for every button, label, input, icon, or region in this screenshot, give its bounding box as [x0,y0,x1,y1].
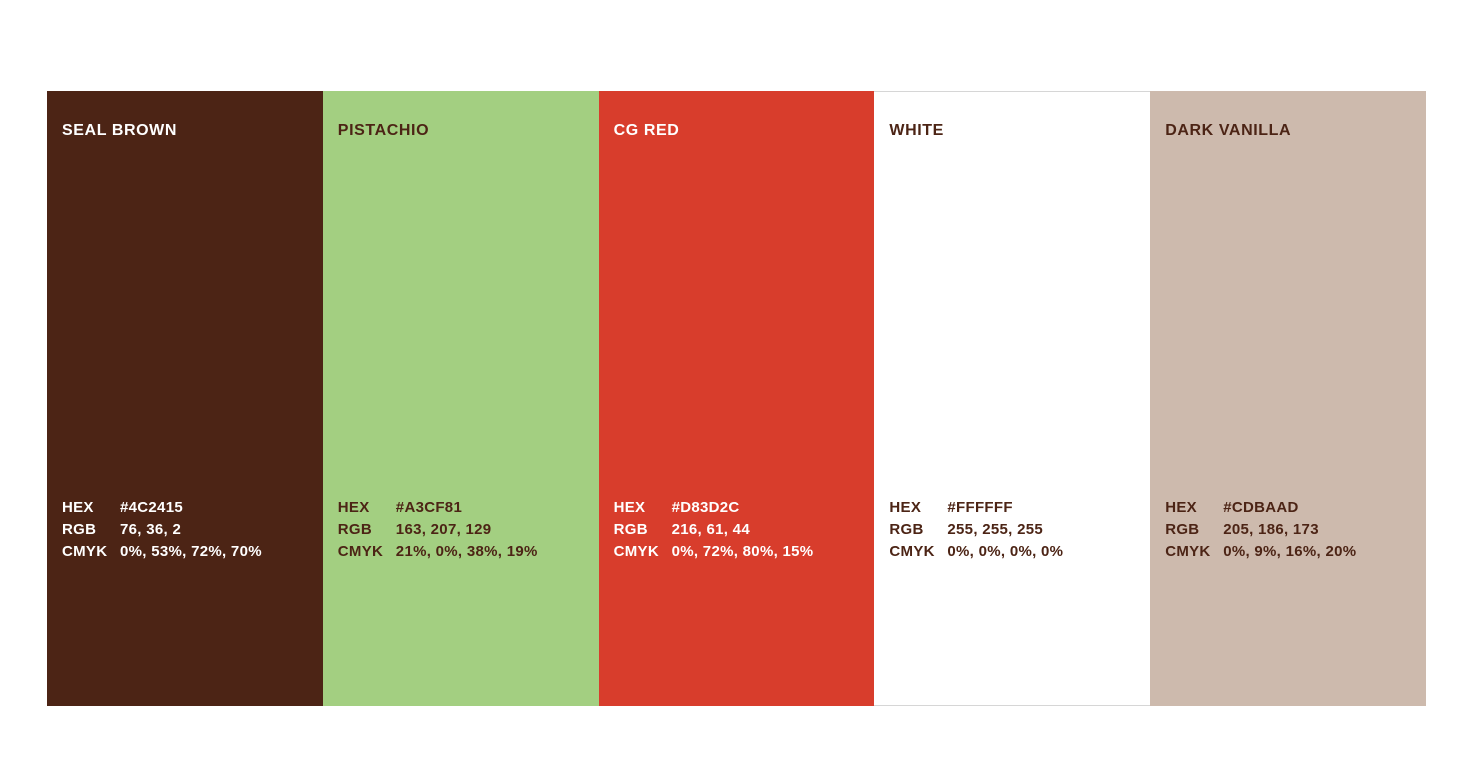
cmyk-value: 0%, 53%, 72%, 70% [120,543,262,560]
swatch-values: HEX #4C2415 RGB 76, 36, 2 CMYK 0%, 53%, … [62,497,317,563]
cmyk-label: CMYK [613,543,659,560]
swatch-dark-vanilla: DARK VANILLA HEX #CDBAAD RGB 205, 186, 1… [1150,91,1426,706]
rgb-label: RGB [1165,521,1200,538]
hex-label: HEX [889,499,922,516]
swatch-pistachio: PISTACHIO HEX #A3CF81 RGB 163, 207, 129 … [322,91,599,706]
hex-value: #FFFFFF [947,499,1013,516]
cmyk-value: 21%, 0%, 38%, 19% [395,543,538,560]
cmyk-row: CMYK 0%, 53%, 72%, 70% [62,541,317,563]
rgb-value: 163, 207, 129 [395,521,492,538]
cmyk-value: 0%, 9%, 16%, 20% [1223,543,1357,560]
hex-label: HEX [62,499,94,516]
hex-label: HEX [337,499,370,516]
rgb-row: RGB 163, 207, 129 [338,519,593,541]
hex-value: #CDBAAD [1223,499,1299,516]
rgb-value: 255, 255, 255 [947,521,1044,538]
swatch-values: HEX #FFFFFF RGB 255, 255, 255 CMYK 0%, 0… [889,497,1144,563]
rgb-row: RGB 205, 186, 173 [1165,519,1420,541]
rgb-value: 76, 36, 2 [120,521,182,538]
rgb-row: RGB 76, 36, 2 [62,519,317,541]
swatch-values: HEX #CDBAAD RGB 205, 186, 173 CMYK 0%, 9… [1165,497,1420,563]
swatch-name: PISTACHIO [337,122,430,139]
rgb-row: RGB 216, 61, 44 [614,519,869,541]
swatch-name: WHITE [889,122,944,139]
swatch-name: DARK VANILLA [1165,122,1292,139]
rgb-value: 216, 61, 44 [671,521,750,538]
cmyk-row: CMYK 0%, 9%, 16%, 20% [1165,541,1420,563]
hex-row: HEX #D83D2C [614,497,869,519]
hex-value: #D83D2C [671,499,740,516]
rgb-label: RGB [337,521,373,538]
hex-row: HEX #FFFFFF [889,497,1144,519]
swatch-cg-red: CG RED HEX #D83D2C RGB 216, 61, 44 CMYK … [598,91,875,706]
hex-row: HEX #CDBAAD [1165,497,1420,519]
cmyk-row: CMYK 21%, 0%, 38%, 19% [338,541,593,563]
swatch-seal-brown: SEAL BROWN HEX #4C2415 RGB 76, 36, 2 CMY… [47,91,323,706]
hex-value: #A3CF81 [395,499,463,516]
swatch-name: CG RED [613,122,680,139]
color-palette: SEAL BROWN HEX #4C2415 RGB 76, 36, 2 CMY… [47,91,1426,706]
cmyk-label: CMYK [337,543,384,560]
cmyk-label: CMYK [1165,543,1211,560]
cmyk-label: CMYK [889,543,935,560]
rgb-value: 205, 186, 173 [1223,521,1319,538]
rgb-label: RGB [62,521,97,538]
swatch-values: HEX #A3CF81 RGB 163, 207, 129 CMYK 21%, … [338,497,593,563]
cmyk-value: 0%, 72%, 80%, 15% [671,543,814,560]
cmyk-label: CMYK [62,543,108,560]
rgb-label: RGB [613,521,648,538]
hex-label: HEX [1165,499,1197,516]
cmyk-row: CMYK 0%, 72%, 80%, 15% [614,541,869,563]
cmyk-row: CMYK 0%, 0%, 0%, 0% [889,541,1144,563]
cmyk-value: 0%, 0%, 0%, 0% [947,543,1064,560]
hex-value: #4C2415 [120,499,183,516]
swatch-name: SEAL BROWN [62,122,178,139]
swatch-white: WHITE HEX #FFFFFF RGB 255, 255, 255 CMYK… [874,91,1151,706]
hex-row: HEX #4C2415 [62,497,317,519]
rgb-label: RGB [889,521,924,538]
swatch-values: HEX #D83D2C RGB 216, 61, 44 CMYK 0%, 72%… [614,497,869,563]
hex-row: HEX #A3CF81 [338,497,593,519]
hex-label: HEX [613,499,646,516]
rgb-row: RGB 255, 255, 255 [889,519,1144,541]
